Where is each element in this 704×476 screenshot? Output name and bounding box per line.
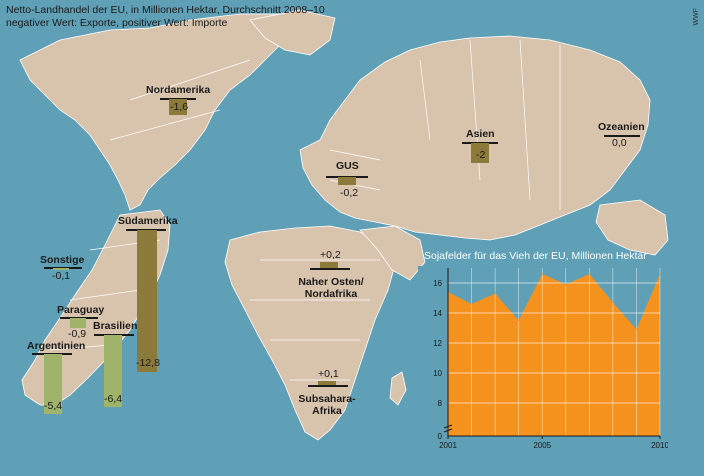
bar-nordamerika (169, 99, 187, 115)
bar-gus (338, 177, 356, 185)
baseline-brasilien (94, 334, 134, 336)
x-tick-label-2005: 2005 (533, 441, 551, 450)
value-subsahara: +0,1 (318, 368, 339, 380)
bar-asien (471, 143, 489, 163)
region-label-brasilien: Brasilien (93, 320, 138, 332)
data-point-2007 (588, 273, 591, 275)
y-tick-label-14: 14 (433, 309, 442, 318)
data-point-2002 (470, 303, 473, 305)
bar-brasilien (104, 335, 122, 407)
map-title: Netto-Landhandel der EU, in Millionen He… (6, 4, 325, 16)
y-tick-label-0: 0 (438, 432, 443, 441)
data-point-2006 (564, 283, 567, 286)
axis-break-mark (443, 424, 453, 433)
bar-naher-osten (320, 262, 338, 268)
baseline-naher-osten (310, 268, 350, 270)
borders (49, 39, 561, 381)
value-ozeanien: 0,0 (612, 137, 627, 149)
region-label-ozeanien: Ozeanien (598, 121, 645, 133)
land-north-america (19, 13, 301, 211)
baseline-argentinien (32, 353, 72, 355)
map-subtitle: negativer Wert: Exporte, positiver Wert:… (6, 17, 228, 29)
value-brasilien: -6,4 (104, 393, 123, 405)
baseline-nordamerika (160, 98, 196, 100)
land-africa (224, 225, 396, 441)
data-point-2008 (612, 301, 614, 304)
baseline-gus (326, 176, 368, 178)
region-label-argentinien: Argentinien (27, 340, 86, 352)
area-series (448, 274, 660, 436)
y-tick-label-8: 8 (438, 399, 443, 408)
credit-label: WWF (693, 8, 700, 26)
region-label-naher-osten: Naher Osten/ Nordafrika (298, 276, 364, 300)
data-point-2003 (494, 292, 496, 295)
value-argentinien: -5,4 (44, 400, 63, 412)
value-gus: -0,2 (340, 187, 359, 199)
inset-chart-title: Sojafelder für das Vieh der EU, Millione… (424, 250, 647, 262)
bar-suedamerika (137, 230, 157, 372)
bar-sonstige (53, 268, 69, 270)
region-label-suedamerika: Südamerika (118, 215, 178, 227)
region-label-nordamerika: Nordamerika (146, 84, 211, 96)
bar-subsahara (318, 381, 336, 385)
data-point-2010 (659, 273, 661, 275)
baseline-paraguay (60, 317, 98, 319)
value-naher-osten: +0,2 (320, 249, 341, 261)
value-suedamerika: -12,8 (136, 357, 160, 369)
y-tick-label-10: 10 (433, 369, 442, 378)
land-arabia (359, 225, 426, 281)
bar-paraguay (70, 318, 86, 328)
baseline-asien (462, 142, 498, 144)
value-nordamerika: -1,6 (170, 101, 189, 113)
x-tick-label-2010: 2010 (651, 441, 668, 450)
value-asien: -2 (476, 149, 486, 161)
land-greenland (249, 9, 336, 56)
y-tick-label-12: 12 (433, 339, 442, 348)
y-tick-label-16: 16 (433, 279, 442, 288)
baseline-suedamerika (126, 229, 166, 231)
land-oceania (595, 199, 669, 256)
baseline-subsahara (308, 385, 348, 387)
region-label-sonstige: Sonstige (40, 254, 85, 266)
x-tick-label-2001: 2001 (439, 441, 457, 450)
baseline-sonstige (44, 267, 82, 269)
land-madagascar (389, 371, 407, 406)
region-label-asien: Asien (466, 128, 495, 140)
value-sonstige: -0,1 (52, 270, 71, 282)
baseline-ozeanien (604, 135, 640, 137)
land-eurasia (299, 35, 651, 241)
region-label-subsahara: Subsahara-Afrika (298, 393, 356, 417)
data-point-2005 (541, 273, 544, 275)
data-point-2009 (635, 328, 638, 331)
region-label-gus: GUS (336, 160, 359, 172)
value-paraguay: -0,9 (68, 328, 87, 340)
data-point-2004 (517, 319, 520, 322)
region-label-paraguay: Paraguay (57, 304, 105, 316)
bar-argentinien (44, 354, 62, 414)
